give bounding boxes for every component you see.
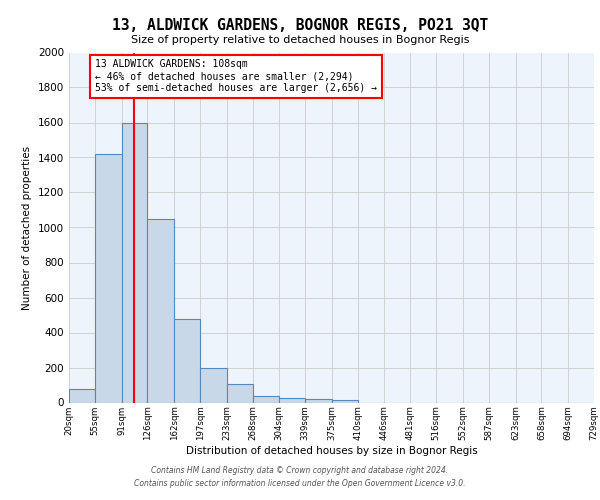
Bar [332, 400, 358, 402]
Bar [279, 398, 305, 402]
Text: 13, ALDWICK GARDENS, BOGNOR REGIS, PO21 3QT: 13, ALDWICK GARDENS, BOGNOR REGIS, PO21 … [112, 18, 488, 32]
Bar [69, 388, 95, 402]
Bar [200, 368, 227, 402]
Text: 13 ALDWICK GARDENS: 108sqm
← 46% of detached houses are smaller (2,294)
53% of s: 13 ALDWICK GARDENS: 108sqm ← 46% of deta… [95, 60, 377, 92]
Bar [148, 219, 174, 402]
Bar [227, 384, 253, 402]
Text: Size of property relative to detached houses in Bognor Regis: Size of property relative to detached ho… [131, 35, 469, 45]
Bar [122, 122, 148, 402]
X-axis label: Distribution of detached houses by size in Bognor Regis: Distribution of detached houses by size … [185, 446, 478, 456]
Bar [253, 396, 279, 402]
Text: Contains HM Land Registry data © Crown copyright and database right 2024.
Contai: Contains HM Land Registry data © Crown c… [134, 466, 466, 487]
Bar [305, 399, 332, 402]
Bar [95, 154, 122, 402]
Y-axis label: Number of detached properties: Number of detached properties [22, 146, 32, 310]
Bar [174, 318, 200, 402]
